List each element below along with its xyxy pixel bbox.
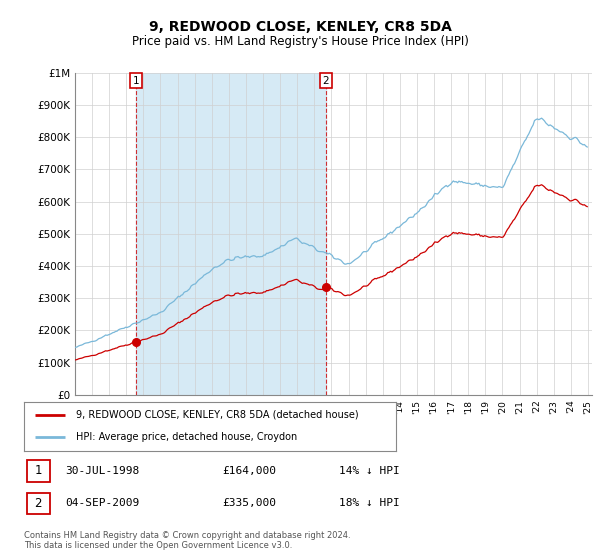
Text: 1: 1: [35, 464, 42, 478]
Text: 2: 2: [323, 76, 329, 86]
Text: £335,000: £335,000: [223, 498, 277, 508]
Text: Contains HM Land Registry data © Crown copyright and database right 2024.
This d: Contains HM Land Registry data © Crown c…: [24, 531, 350, 550]
Text: 30-JUL-1998: 30-JUL-1998: [65, 466, 140, 476]
Text: 9, REDWOOD CLOSE, KENLEY, CR8 5DA (detached house): 9, REDWOOD CLOSE, KENLEY, CR8 5DA (detac…: [76, 410, 359, 420]
Text: £164,000: £164,000: [223, 466, 277, 476]
Text: 9, REDWOOD CLOSE, KENLEY, CR8 5DA: 9, REDWOOD CLOSE, KENLEY, CR8 5DA: [149, 20, 451, 34]
FancyBboxPatch shape: [27, 493, 50, 514]
Text: Price paid vs. HM Land Registry's House Price Index (HPI): Price paid vs. HM Land Registry's House …: [131, 35, 469, 48]
Text: 04-SEP-2009: 04-SEP-2009: [65, 498, 140, 508]
Text: 1: 1: [133, 76, 140, 86]
Text: 2: 2: [35, 497, 42, 510]
Text: HPI: Average price, detached house, Croydon: HPI: Average price, detached house, Croy…: [76, 432, 298, 442]
Bar: [136, 73, 326, 395]
Text: 18% ↓ HPI: 18% ↓ HPI: [338, 498, 400, 508]
FancyBboxPatch shape: [27, 460, 50, 482]
Text: 14% ↓ HPI: 14% ↓ HPI: [338, 466, 400, 476]
